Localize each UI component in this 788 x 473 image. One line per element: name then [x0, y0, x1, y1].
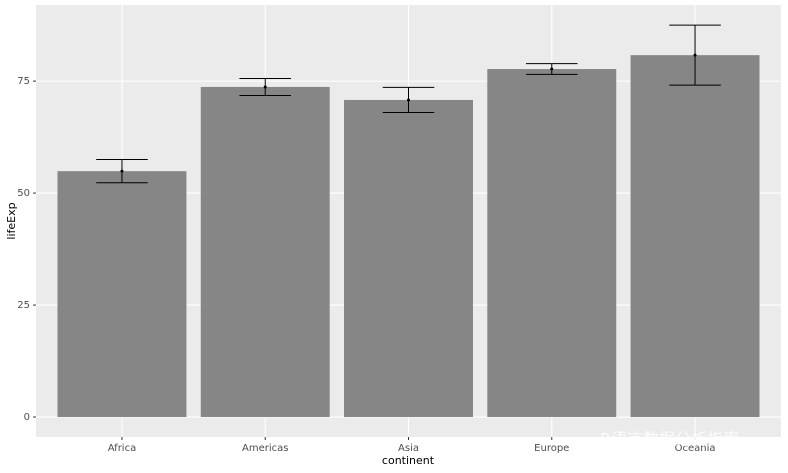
mean-point: [407, 98, 410, 102]
bar: [630, 55, 760, 418]
x-tick-label: Asia: [398, 443, 419, 454]
y-tick-label: 50: [17, 188, 30, 199]
mean-point: [693, 53, 697, 57]
y-tick-label: 75: [17, 76, 30, 87]
x-axis-title: continent: [382, 454, 435, 467]
bar: [487, 69, 617, 418]
bar: [200, 86, 330, 418]
y-axis-title: lifeExp: [5, 202, 18, 239]
bar: [57, 171, 187, 418]
y-tick-label: 0: [24, 412, 30, 423]
watermark: R语言数据分析指南: [600, 430, 739, 449]
bar: [344, 99, 473, 418]
mean-point: [550, 67, 554, 71]
x-tick-label: Africa: [108, 443, 137, 454]
x-tick-label: Oceania: [675, 443, 716, 454]
x-tick-label: Americas: [242, 443, 288, 454]
x-tick-label: Europe: [534, 443, 569, 454]
mean-point: [263, 85, 267, 89]
y-tick-label: 25: [17, 300, 30, 311]
mean-point: [120, 169, 124, 173]
